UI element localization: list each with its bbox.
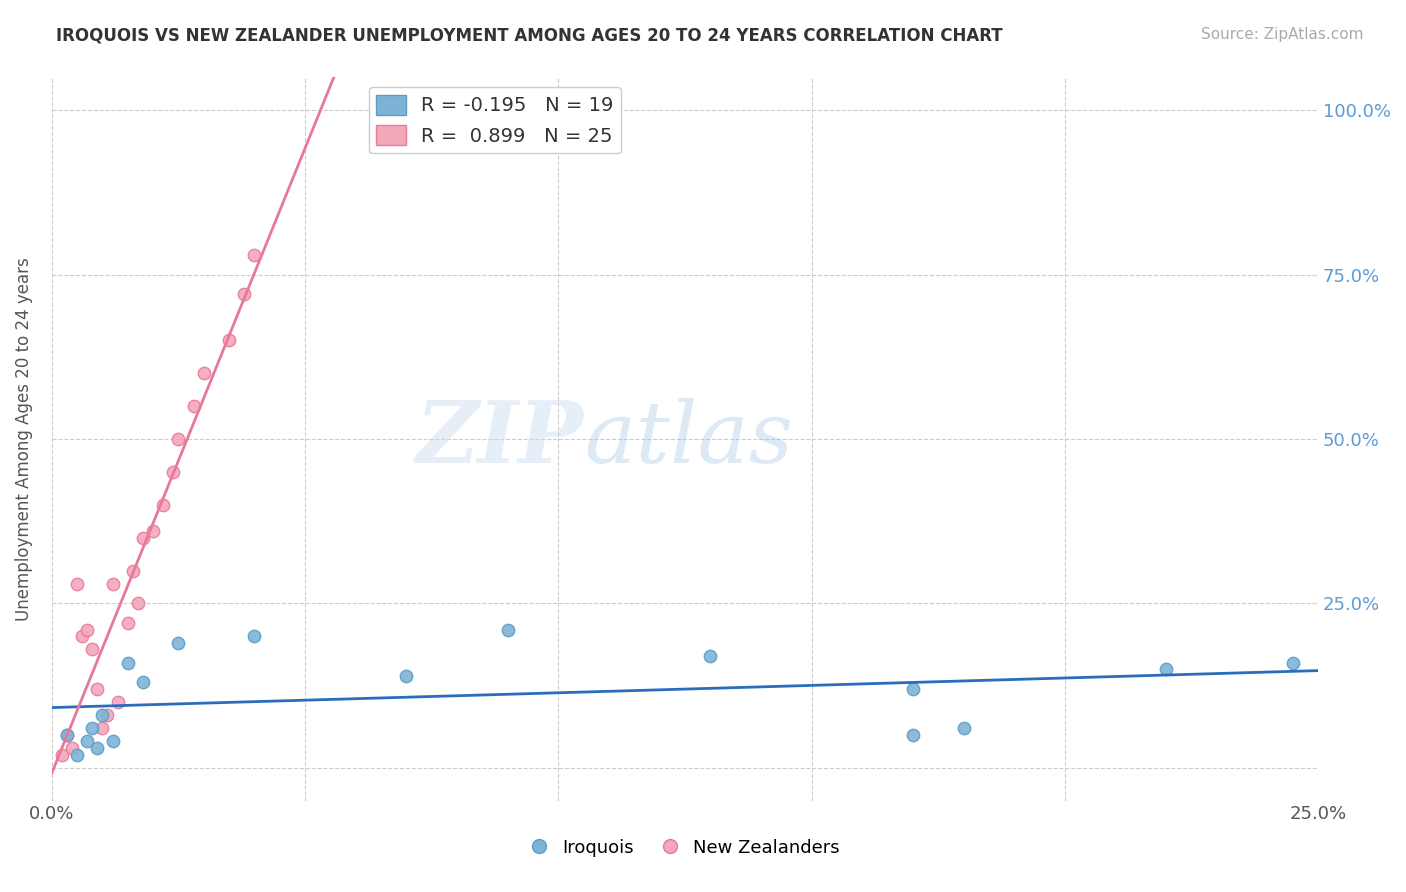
Point [901,728,924,742]
Point [96,708,118,723]
Point [193,366,215,380]
Point [117,616,139,631]
Point [218,334,240,348]
Text: atlas: atlas [583,398,793,481]
Point [56,728,79,742]
Point [132,531,155,545]
Point [901,681,924,696]
Point [142,524,165,538]
Point [76,734,98,748]
Point [60,741,83,756]
Point [1154,662,1177,676]
Point [496,623,519,637]
Point [121,564,143,578]
Point [167,636,190,650]
Point [101,576,124,591]
Point [86,741,108,756]
Point [70,629,93,643]
Text: ZIP: ZIP [416,397,583,481]
Text: IROQUOIS VS NEW ZEALANDER UNEMPLOYMENT AMONG AGES 20 TO 24 YEARS CORRELATION CHA: IROQUOIS VS NEW ZEALANDER UNEMPLOYMENT A… [56,27,1002,45]
Point [51,747,73,762]
Point [86,681,108,696]
Point [167,432,190,446]
Legend: Iroquois, New Zealanders: Iroquois, New Zealanders [523,831,848,864]
Point [243,629,266,643]
Point [82,721,104,735]
Point [952,721,974,735]
Point [699,648,721,663]
Point [117,656,139,670]
Point [233,287,256,301]
Point [162,465,184,479]
Y-axis label: Unemployment Among Ages 20 to 24 years: Unemployment Among Ages 20 to 24 years [15,257,32,621]
Point [152,498,174,512]
Point [132,675,155,690]
Point [76,623,98,637]
Point [91,721,114,735]
Text: Source: ZipAtlas.com: Source: ZipAtlas.com [1201,27,1364,42]
Point [66,576,89,591]
Point [56,728,79,742]
Point [82,642,104,657]
Point [395,669,418,683]
Point [101,734,124,748]
Point [1281,656,1303,670]
Point [243,248,266,262]
Point [107,695,129,709]
Point [183,399,205,413]
Point [66,747,89,762]
Point [91,708,114,723]
Point [127,596,149,610]
